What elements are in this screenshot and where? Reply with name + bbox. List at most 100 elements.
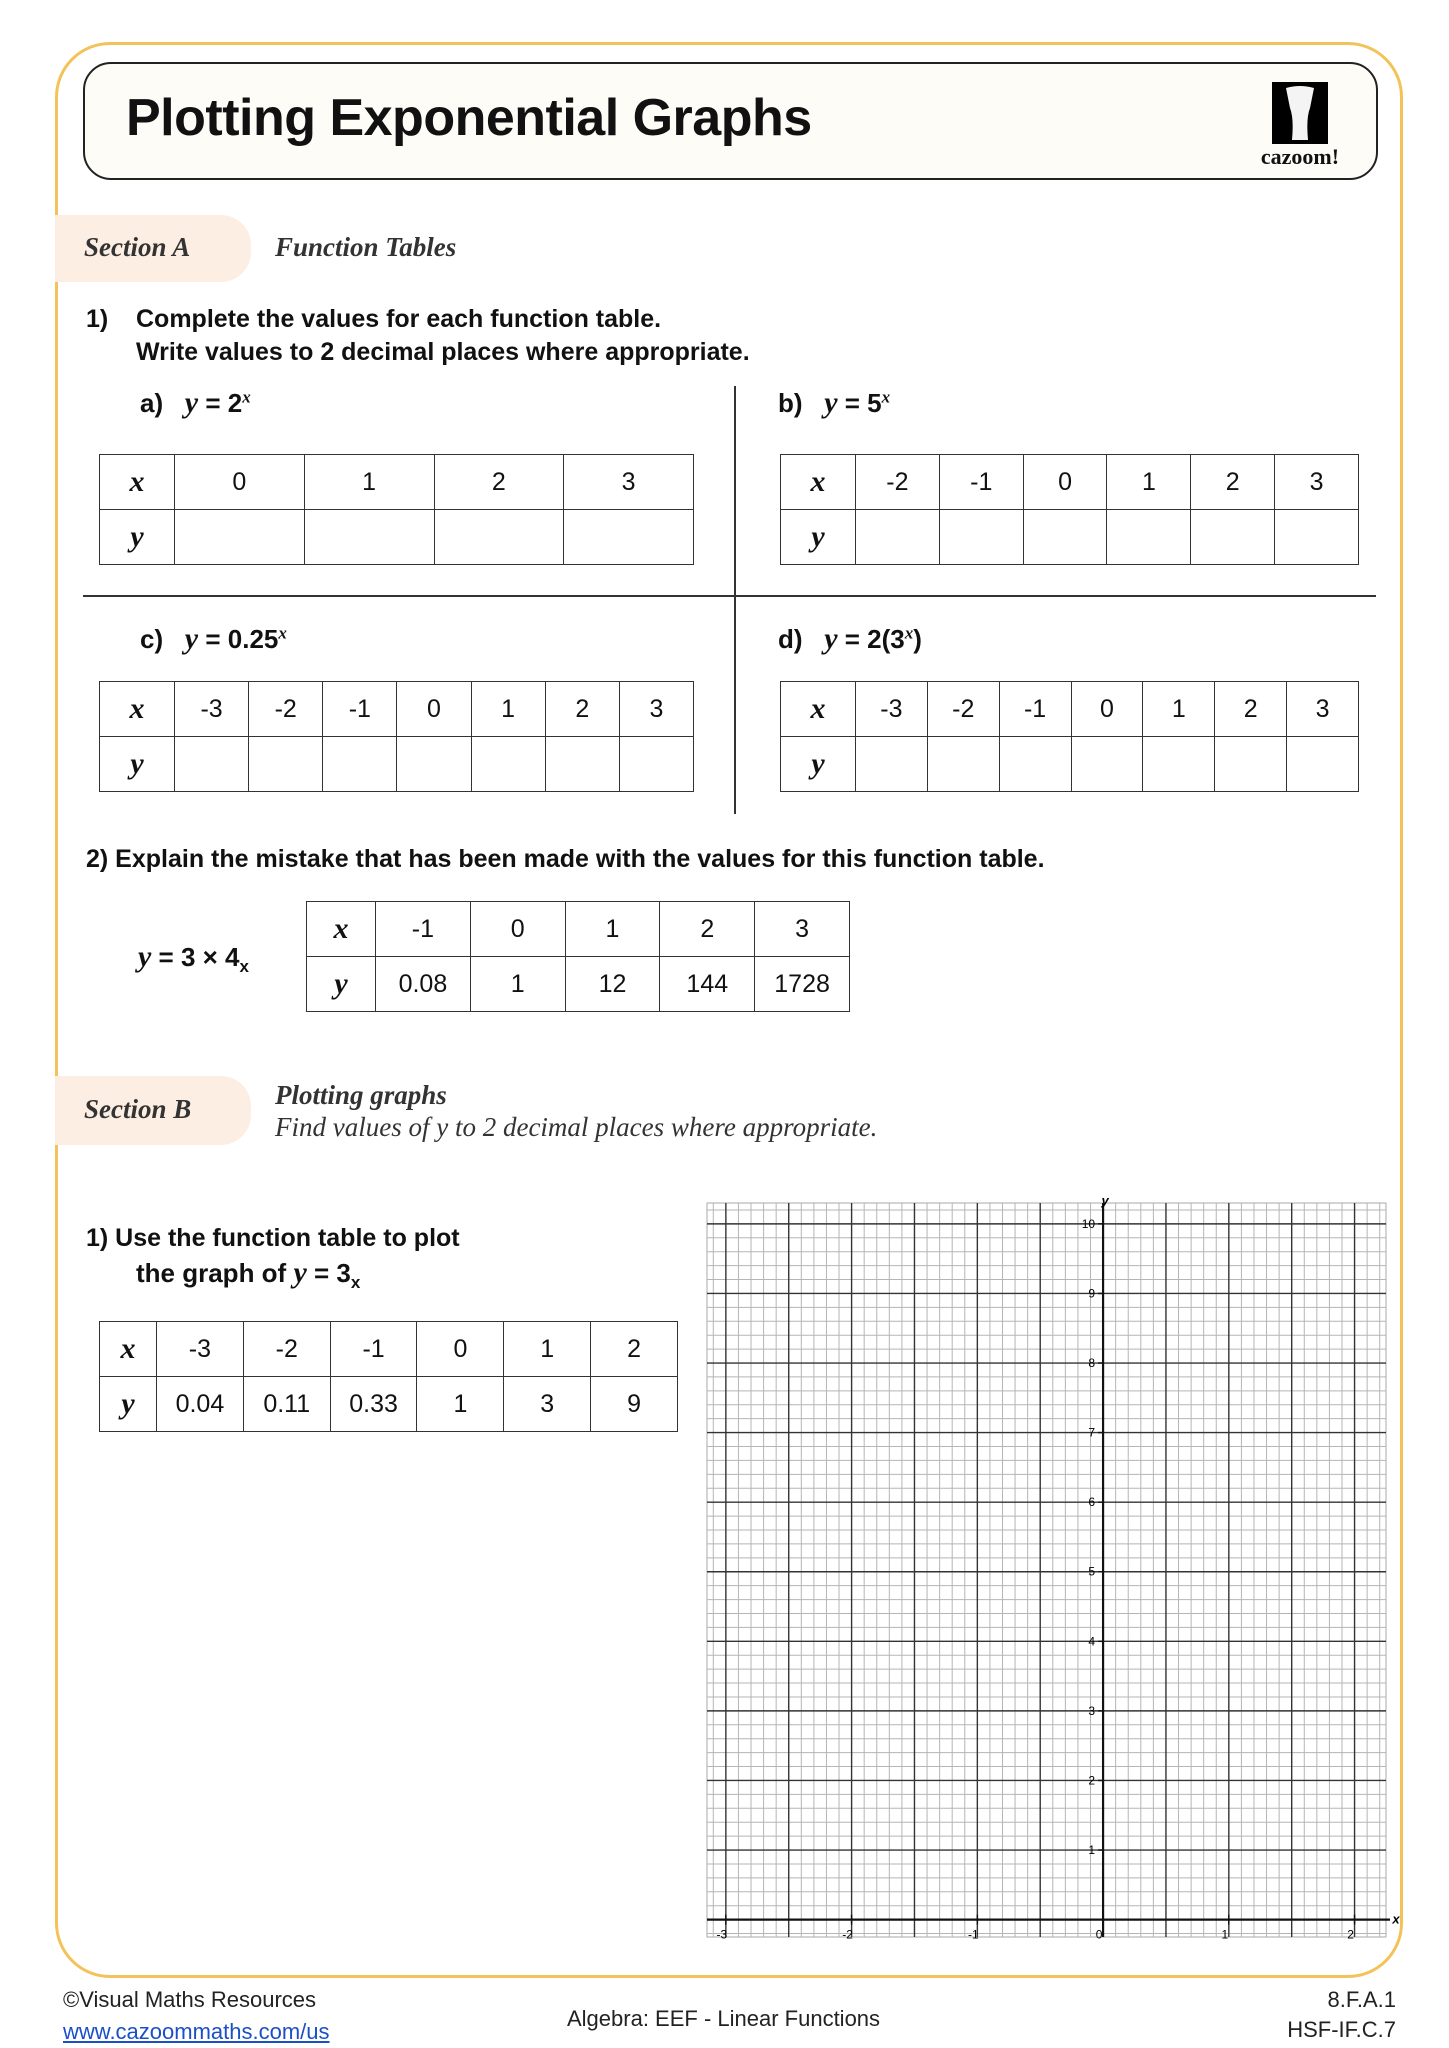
y-value-cell: 0.11 xyxy=(242,1376,331,1432)
x-row: x -2 -1 0 1 2 3 xyxy=(780,454,1359,510)
x-header: x xyxy=(780,454,856,510)
function-table-c: x -3 -2 -1 0 1 2 3 y xyxy=(99,681,695,792)
y-value-cell[interactable] xyxy=(433,509,565,565)
y-tick-label: 2 xyxy=(1088,1773,1095,1787)
function-table-b: x -2 -1 0 1 2 3 y xyxy=(780,454,1359,565)
section-b-pill xyxy=(55,1076,251,1145)
y-header: y xyxy=(99,736,175,792)
title-box xyxy=(83,62,1378,180)
part-b-label: b) y = 5x xyxy=(778,386,890,420)
part-a-label: a) y = 2x xyxy=(140,386,251,420)
q1-instruction-2: Write values to 2 decimal places where a… xyxy=(136,338,750,366)
x-value-cell: 0 xyxy=(396,681,472,737)
x-value-cell: -3 xyxy=(156,1321,244,1377)
y-value-cell[interactable] xyxy=(1142,736,1216,792)
x-header: x xyxy=(99,454,175,510)
x-value-cell: 2 xyxy=(590,1321,678,1377)
y-value-cell[interactable] xyxy=(926,736,1000,792)
part-d-label: d) y = 2(3x) xyxy=(778,622,922,656)
eq-rhs: = 0.25 xyxy=(198,624,279,654)
x-value-cell: -1 xyxy=(998,681,1072,737)
y-row: y xyxy=(99,509,694,565)
y-value-cell[interactable] xyxy=(618,736,695,792)
x-axis-label: x xyxy=(1391,1912,1400,1927)
x-value-cell: 1 xyxy=(303,454,435,510)
y-value-cell[interactable] xyxy=(563,509,694,565)
x-row: x -3 -2 -1 0 1 2 xyxy=(99,1321,678,1377)
eq-rhs: = 2(3 xyxy=(837,624,905,654)
y-value-cell[interactable] xyxy=(173,736,250,792)
svg-text:cazoom!: cazoom! xyxy=(1261,144,1339,169)
x-value-cell: 1 xyxy=(564,901,661,957)
y-value-cell[interactable] xyxy=(998,736,1072,792)
y-value-cell[interactable] xyxy=(470,736,546,792)
y-value-cell: 0.33 xyxy=(329,1376,418,1432)
y-tick-label: 5 xyxy=(1088,1565,1095,1579)
part-letter: b) xyxy=(778,388,803,418)
footer-standard-1: 8.F.A.1 xyxy=(1327,1987,1396,2012)
eq-rhs: = 2 xyxy=(198,388,243,418)
x-value-cell: 0 xyxy=(416,1321,505,1377)
page-title: Plotting Exponential Graphs xyxy=(126,89,812,147)
x-tick-label: -1 xyxy=(968,1928,979,1942)
x-value-cell: -1 xyxy=(322,681,398,737)
footer-link[interactable]: www.cazoommaths.com/us xyxy=(63,2019,330,2044)
section-a-pill xyxy=(55,215,251,282)
eq-rhs: = 3 xyxy=(306,1258,351,1288)
x-value-cell: -1 xyxy=(375,901,471,957)
y-value-cell[interactable] xyxy=(1070,736,1144,792)
eq-y: y xyxy=(824,622,838,655)
y-value-cell[interactable] xyxy=(1022,509,1108,565)
y-value-cell: 0.04 xyxy=(156,1376,244,1432)
part-c-label: c) y = 0.25x xyxy=(140,622,287,656)
y-value-cell[interactable] xyxy=(1274,509,1359,565)
x-value-cell: 1 xyxy=(1106,454,1192,510)
x-header: x xyxy=(99,1321,157,1377)
y-value-cell[interactable] xyxy=(1286,736,1359,792)
x-row: x -3 -2 -1 0 1 2 3 xyxy=(780,681,1359,737)
y-tick-label: 8 xyxy=(1088,1356,1095,1370)
y-value-cell[interactable] xyxy=(322,736,398,792)
section-a-label: Section A xyxy=(84,232,191,262)
x-value-cell: -2 xyxy=(242,1321,331,1377)
y-row: y 0.08 1 12 144 1728 xyxy=(306,956,850,1012)
y-tick-label: 10 xyxy=(1082,1217,1096,1231)
function-table-d: x -3 -2 -1 0 1 2 3 y xyxy=(780,681,1359,792)
eq-sub: x xyxy=(350,1273,361,1293)
y-value-cell[interactable] xyxy=(1190,509,1276,565)
y-tick-label: 9 xyxy=(1088,1286,1095,1300)
y-header: y xyxy=(99,509,175,565)
eq-exponent: x xyxy=(881,387,891,407)
x-tick-label: 0 xyxy=(1096,1928,1103,1942)
b1-instruction-2: the graph of y = 3x xyxy=(136,1256,360,1293)
eq-rhs: = 3 × 4 xyxy=(151,942,240,972)
eq-y: y xyxy=(824,386,838,419)
q2-text: 2) Explain the mistake that has been mad… xyxy=(86,845,1045,873)
y-header: y xyxy=(780,509,856,565)
y-tick-label: 1 xyxy=(1088,1843,1095,1857)
y-row: y xyxy=(780,509,1359,565)
page-border xyxy=(55,42,1403,1978)
y-value-cell: 1 xyxy=(469,956,566,1012)
section-b-subheading: Find values of y to 2 decimal places whe… xyxy=(275,1112,878,1142)
y-tick-label: 4 xyxy=(1088,1634,1095,1648)
y-value-cell[interactable] xyxy=(855,736,928,792)
x-value-cell: -2 xyxy=(248,681,324,737)
y-header: y xyxy=(99,1376,157,1432)
section-b-label: Section B xyxy=(84,1094,192,1124)
grid-background xyxy=(706,1202,1387,1938)
y-value-cell[interactable] xyxy=(248,736,324,792)
y-value-cell[interactable] xyxy=(544,736,620,792)
y-value-cell[interactable] xyxy=(303,509,435,565)
b1-text: the graph of xyxy=(136,1258,294,1288)
y-header: y xyxy=(780,736,856,792)
q1-instruction-1: Complete the values for each function ta… xyxy=(136,305,662,333)
y-value-cell[interactable] xyxy=(855,509,940,565)
x-header: x xyxy=(306,901,376,957)
x-value-cell: -1 xyxy=(938,454,1024,510)
eq-exponent: x xyxy=(278,623,287,643)
x-value-cell: 0 xyxy=(1022,454,1108,510)
x-value-cell: 1 xyxy=(1142,681,1216,737)
